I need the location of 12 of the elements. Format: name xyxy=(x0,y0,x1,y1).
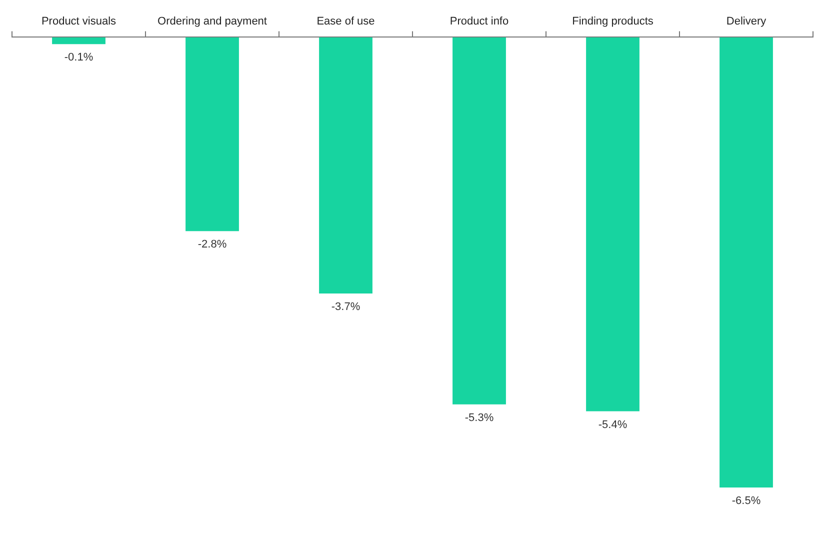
x-tick-label: Product visuals xyxy=(41,16,117,28)
x-tick-label: Ease of use xyxy=(316,16,375,28)
data-label: -5.3% xyxy=(464,412,494,424)
x-tick-label: Ordering and payment xyxy=(158,16,267,28)
x-tick-label: Delivery xyxy=(726,16,767,28)
data-label: -5.4% xyxy=(598,418,628,431)
x-tick-label: Finding products xyxy=(572,16,654,28)
data-label: -6.5% xyxy=(732,495,761,508)
x-tick-label: Product info xyxy=(450,16,509,28)
data-label: -0.1% xyxy=(64,52,94,64)
data-label: -3.7% xyxy=(331,301,360,314)
data-label: -2.8% xyxy=(198,238,227,251)
